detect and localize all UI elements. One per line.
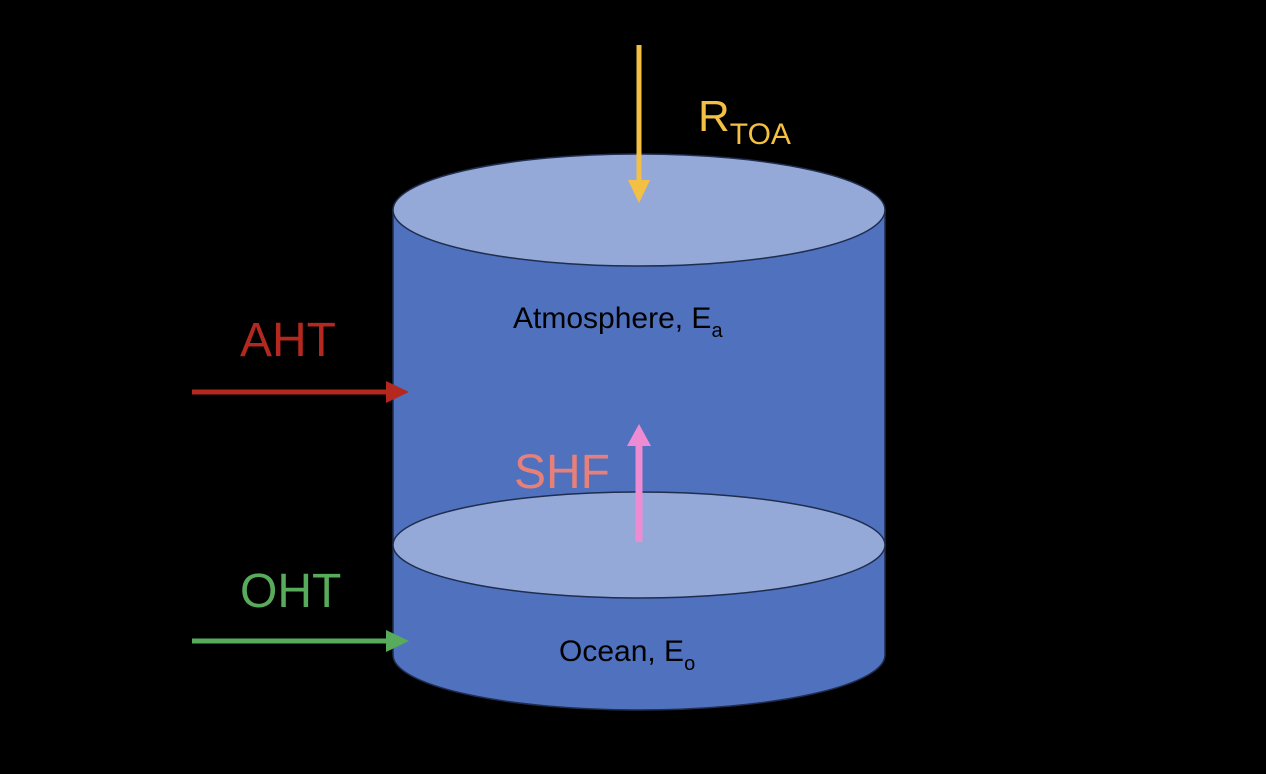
ocean-label: Ocean, Eo [559,635,695,675]
atmosphere-label-main: Atmosphere, E [513,302,711,335]
oht-label: OHT [240,565,341,618]
rtoa-arrow [628,45,650,203]
aht-arrow [192,381,409,403]
oht-arrow [192,630,409,652]
rtoa-label-main: R [698,92,730,141]
atmosphere-label-subscript: a [711,320,723,342]
atmosphere-label: Atmosphere, Ea [513,302,723,342]
shf-label: SHF [514,446,610,499]
rtoa-label: RTOA [698,92,791,151]
rtoa-label-subscript: TOA [730,118,791,151]
shf-arrow [627,424,651,542]
ocean-label-subscript: o [684,653,695,675]
ocean-label-main: Ocean, E [559,635,684,668]
aht-label: AHT [240,314,336,367]
